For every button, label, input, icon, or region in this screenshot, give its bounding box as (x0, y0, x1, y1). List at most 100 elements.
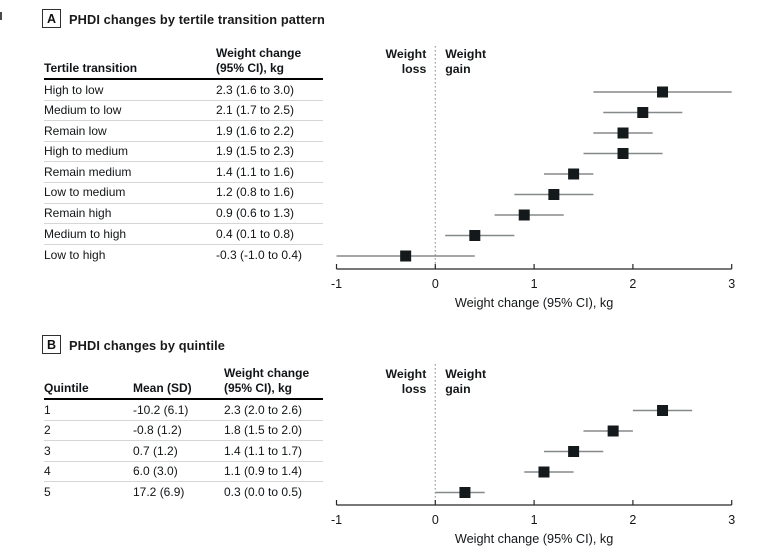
cell-value: 1.8 (1.5 to 2.0) (224, 423, 303, 438)
panel-b-letter: B (46, 337, 57, 352)
table-header-row: Tertile transition Weight change (95% CI… (44, 44, 323, 80)
weight-loss-label: loss (402, 62, 427, 76)
quintile-table: Quintile Mean (SD) Weight change (95% CI… (44, 366, 323, 503)
column-header-mean-sd: Mean (SD) (133, 380, 192, 395)
cell-label: 1 (44, 402, 51, 417)
column-header-weight-change: Weight change (95% CI), kg (224, 366, 310, 395)
weight-gain-label: gain (445, 62, 470, 76)
table-row: High to medium 1.9 (1.5 to 2.3) (44, 142, 323, 163)
estimate-marker (657, 405, 669, 416)
x-tick-label: 1 (531, 513, 538, 527)
cell-value: 1.4 (1.1 to 1.6) (216, 164, 295, 179)
cell-label: 4 (44, 464, 51, 479)
cell-value: 2.3 (1.6 to 3.0) (216, 82, 295, 97)
cell-value: 1.1 (0.9 to 1.4) (224, 464, 303, 479)
x-tick-label: 2 (629, 277, 636, 291)
cell-label: High to low (44, 82, 104, 97)
table-row: Remain medium 1.4 (1.1 to 1.6) (44, 162, 323, 183)
cell-value: 1.9 (1.5 to 2.3) (216, 144, 295, 159)
table-row: Remain high 0.9 (0.6 to 1.3) (44, 204, 323, 225)
cell-value: 0.3 (0.0 to 0.5) (224, 485, 303, 500)
cell-mean_sd: 0.7 (1.2) (133, 443, 178, 458)
panel-a-letter: A (46, 11, 57, 26)
cell-value: 0.9 (0.6 to 1.3) (216, 206, 295, 221)
estimate-marker (657, 86, 669, 98)
tertile-table-body: High to low 2.3 (1.6 to 3.0) Medium to low… (44, 80, 323, 265)
x-axis-title: Weight change (95% CI), kg (455, 532, 613, 546)
cell-value: 2.3 (2.0 to 2.6) (224, 402, 303, 417)
cell-label: 5 (44, 485, 51, 500)
estimate-marker (538, 466, 550, 478)
cell-label: Medium to high (44, 226, 127, 241)
tertile-transition-table: Tertile transition Weight change (95% CI… (44, 44, 323, 265)
column-header-weight-change: Weight change (95% CI), kg (216, 46, 302, 75)
cell-value: 0.4 (0.1 to 0.8) (216, 226, 295, 241)
weight-loss-label: loss (402, 382, 427, 396)
table-header-row: Quintile Mean (SD) Weight change (95% CI… (44, 366, 323, 400)
table-row: 1 -10.2 (6.1) 2.3 (2.0 to 2.6) (44, 400, 323, 421)
table-row: Medium to low 2.1 (1.7 to 2.5) (44, 101, 323, 122)
cell-label: Remain high (44, 206, 112, 221)
estimate-marker (548, 189, 560, 200)
column-header-quintile: Quintile (44, 380, 89, 395)
estimate-marker (469, 230, 481, 241)
x-tick-label: 0 (432, 513, 439, 527)
table-row: 2 -0.8 (1.2) 1.8 (1.5 to 2.0) (44, 421, 323, 442)
weight-gain-label: gain (445, 382, 470, 396)
cell-value: 1.9 (1.6 to 2.2) (216, 123, 295, 138)
x-tick-label: -1 (331, 513, 342, 527)
cell-label: 3 (44, 443, 51, 458)
table-row: High to low 2.3 (1.6 to 3.0) (44, 80, 323, 101)
table-row: Low to high -0.3 (-1.0 to 0.4) (44, 245, 323, 266)
cell-label: 2 (44, 423, 51, 438)
cell-value: 2.1 (1.7 to 2.5) (216, 103, 295, 118)
table-row: Remain low 1.9 (1.6 to 2.2) (44, 121, 323, 142)
estimate-marker (568, 446, 580, 457)
estimate-marker (459, 487, 471, 498)
cell-label: Medium to low (44, 103, 122, 118)
estimate-marker (518, 209, 530, 221)
panel-a-label-box: A (42, 9, 61, 28)
cell-value: -0.3 (-1.0 to 0.4) (216, 247, 303, 262)
estimate-marker (607, 425, 619, 437)
x-tick-label: 2 (629, 513, 636, 527)
cell-mean_sd: -0.8 (1.2) (133, 423, 182, 438)
panel-b-title: PHDI changes by quintile (69, 338, 225, 353)
cell-value: 1.2 (0.8 to 1.6) (216, 185, 295, 200)
cell-label: Remain medium (44, 164, 132, 179)
table-row: 5 17.2 (6.9) 0.3 (0.0 to 0.5) (44, 482, 323, 503)
cell-label: Low to medium (44, 185, 126, 200)
column-header-tertile-transition: Tertile transition (44, 60, 138, 75)
weight-gain-label: Weight (445, 367, 486, 381)
x-tick-label: 3 (728, 277, 735, 291)
table-row: 3 0.7 (1.2) 1.4 (1.1 to 1.7) (44, 441, 323, 462)
estimate-marker (568, 168, 580, 180)
x-tick-label: -1 (331, 277, 342, 291)
table-row: Medium to high 0.4 (0.1 to 0.8) (44, 224, 323, 245)
x-axis-title: Weight change (95% CI), kg (455, 296, 613, 310)
estimate-marker (617, 127, 629, 139)
cell-mean_sd: -10.2 (6.1) (133, 402, 189, 417)
cell-mean_sd: 6.0 (3.0) (133, 464, 178, 479)
table-row: Low to medium 1.2 (0.8 to 1.6) (44, 183, 323, 204)
cell-label: Low to high (44, 247, 106, 262)
cell-mean_sd: 17.2 (6.9) (133, 485, 185, 500)
x-tick-label: 3 (728, 513, 735, 527)
estimate-marker (637, 107, 649, 118)
quintile-table-body: 1 -10.2 (6.1) 2.3 (2.0 to 2.6) 2 -0.8 (1.2) 1… (44, 400, 323, 503)
estimate-marker (400, 250, 412, 262)
x-tick-label: 0 (432, 277, 439, 291)
panel-b-label-box: B (42, 335, 61, 354)
weight-loss-label: Weight (386, 367, 427, 381)
cell-label: High to medium (44, 144, 129, 159)
table-row: 4 6.0 (3.0) 1.1 (0.9 to 1.4) (44, 462, 323, 483)
cell-label: Remain low (44, 123, 107, 138)
panel-a-title: PHDI changes by tertile transition patte… (69, 12, 325, 27)
weight-gain-label: Weight (445, 47, 486, 61)
estimate-marker (617, 148, 629, 159)
screen-edge-artifact (0, 12, 2, 20)
cell-value: 1.4 (1.1 to 1.7) (224, 443, 303, 458)
